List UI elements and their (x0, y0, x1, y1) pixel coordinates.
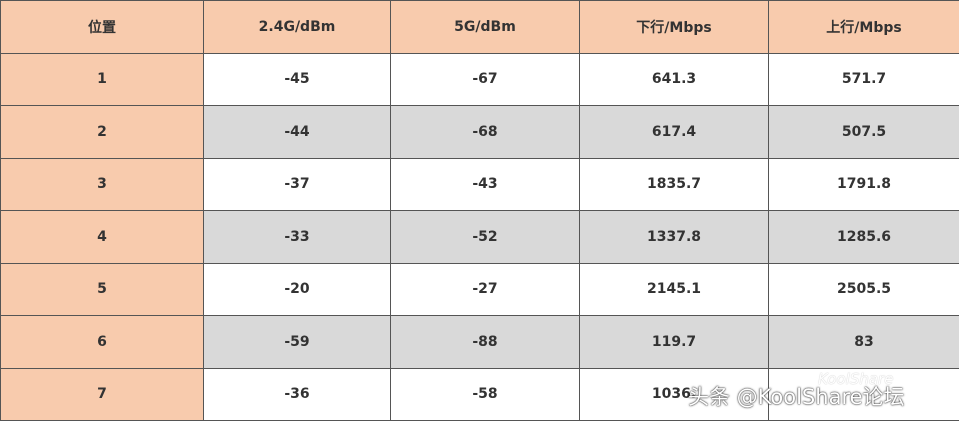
watermark: 头条 @KoolShare论坛 (688, 385, 905, 409)
row-label: 4 (1, 211, 204, 264)
table-cell: -58 (391, 368, 580, 421)
header-cell: 位置 (1, 1, 204, 54)
table-cell: 1337.8 (580, 211, 769, 264)
table-cell: 571.7 (769, 54, 959, 106)
table-cell: -37 (204, 158, 391, 211)
row-label: 5 (1, 263, 204, 316)
table-cell: -44 (204, 106, 391, 159)
table-cell: 2505.5 (769, 264, 959, 316)
row-label: 2 (1, 106, 204, 159)
table-cell: -45 (204, 53, 391, 106)
header-cell: 上行/Mbps (769, 1, 959, 54)
table-cell: 83 (769, 316, 959, 369)
header-cell: 5G/dBm (391, 1, 580, 54)
table-cell: -67 (391, 53, 580, 106)
table-cell: 1285.6 (769, 211, 959, 264)
table-cell: -27 (391, 263, 580, 316)
table-cell: -36 (204, 368, 391, 421)
table-cell: -43 (391, 158, 580, 211)
table-cell: -59 (204, 316, 391, 369)
table-cell: 507.5 (769, 106, 959, 159)
table-cell: -68 (391, 106, 580, 159)
table-cell: 119.7 (580, 316, 769, 369)
table-cell: -52 (391, 211, 580, 264)
row-label: 3 (1, 158, 204, 211)
header-cell: 2.4G/dBm (204, 1, 391, 54)
table-cell: -33 (204, 211, 391, 264)
row-label: 6 (1, 316, 204, 369)
row-label: 1 (1, 53, 204, 106)
row-label: 7 (1, 368, 204, 421)
table-cell: 1835.7 (580, 158, 769, 211)
table-cell: 617.4 (580, 106, 769, 159)
table-cell: 1791.8 (769, 159, 959, 211)
table-cell: -20 (204, 263, 391, 316)
header-cell: 下行/Mbps (580, 1, 769, 54)
table-cell: -88 (391, 316, 580, 369)
watermark-logo: KoolShare (818, 370, 894, 388)
table-cell: 641.3 (580, 53, 769, 106)
table-cell: 2145.1 (580, 263, 769, 316)
